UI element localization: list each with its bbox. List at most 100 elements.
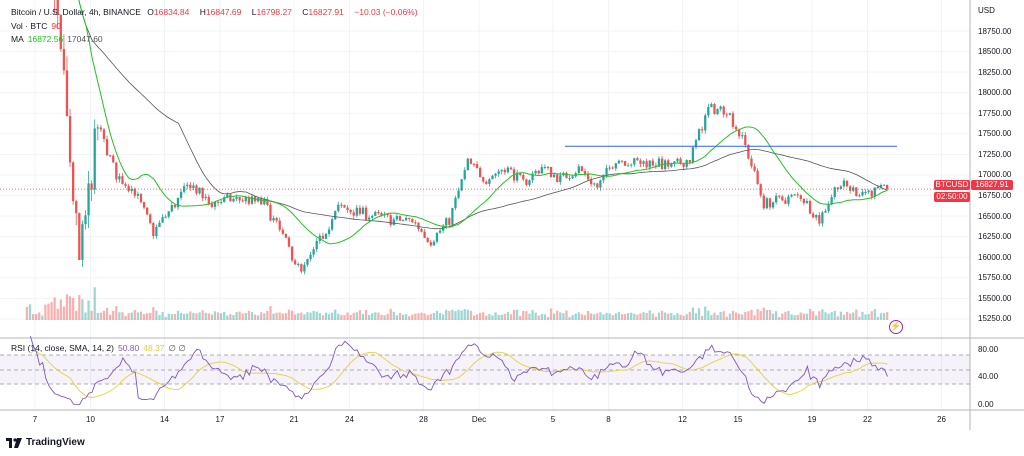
candle-body — [331, 219, 334, 230]
candle-body — [873, 187, 876, 197]
candle-body — [858, 195, 861, 197]
volume-bar — [756, 309, 759, 320]
volume-bar — [442, 314, 445, 320]
volume-bar — [303, 314, 306, 320]
volume-bar — [247, 310, 251, 320]
ma-slow-value: 17047.60 — [67, 34, 103, 44]
volume-bar — [586, 311, 590, 320]
candle-body — [682, 163, 685, 167]
volume-bar — [62, 306, 66, 320]
volume-bar — [728, 313, 732, 320]
candle-body — [830, 197, 833, 205]
candle-body — [133, 188, 136, 196]
lightning-icon[interactable]: ⚡ — [889, 320, 903, 334]
candle-body — [155, 226, 158, 237]
volume-bar — [68, 296, 72, 320]
volume-bar — [802, 313, 806, 320]
candle-body — [747, 145, 750, 159]
volume-bar — [173, 313, 177, 320]
tradingview-logo[interactable]: TradingView — [6, 437, 85, 448]
candle-body — [429, 242, 432, 246]
candle-body — [827, 204, 830, 212]
volume-bar — [65, 294, 69, 320]
candle-body — [124, 184, 127, 186]
candle-body — [602, 174, 605, 181]
candle-body — [337, 204, 340, 212]
candle-body — [232, 198, 235, 202]
volume-bar — [213, 311, 217, 320]
volume-bar — [432, 312, 436, 320]
volume-bar — [90, 310, 93, 320]
volume-bar — [571, 315, 574, 320]
volume-bar — [534, 312, 537, 320]
volume-bar — [401, 314, 405, 320]
candle-body — [605, 168, 608, 175]
volume-bar — [762, 307, 765, 320]
candle-body — [238, 197, 241, 201]
candle-body — [586, 174, 590, 180]
candle-body — [438, 230, 442, 233]
volume-bar — [775, 311, 778, 320]
candle-body — [781, 196, 784, 201]
volume-bar — [130, 312, 133, 320]
rsi-sma-value: 48.37 — [143, 343, 165, 353]
candle-body — [855, 187, 858, 197]
candle-body — [623, 161, 627, 166]
candle-body — [565, 172, 568, 179]
volume-bar — [722, 311, 725, 320]
candle-body — [636, 158, 639, 161]
candle-body — [275, 218, 278, 221]
candle-body — [112, 155, 115, 163]
candle-body — [408, 217, 411, 219]
time-tick: 5 — [550, 415, 556, 424]
volume-bar — [377, 312, 380, 320]
time-tick: 14 — [160, 415, 169, 424]
candle-body — [716, 109, 719, 115]
candle-body — [309, 254, 312, 260]
time-tick: 10 — [86, 415, 95, 424]
candle-body — [62, 49, 66, 71]
candle-body — [882, 184, 886, 186]
candle-body — [728, 113, 732, 115]
volume-bar — [676, 313, 679, 320]
candle-body — [213, 201, 217, 207]
volume-bar — [707, 310, 710, 320]
time-tick: 17 — [215, 415, 225, 424]
candle-body — [744, 135, 747, 146]
candle-body — [297, 263, 300, 265]
candle-body — [546, 166, 550, 168]
candle-body — [719, 106, 722, 110]
candle-body — [725, 114, 728, 116]
candle-body — [654, 165, 658, 167]
volume-bar — [306, 312, 309, 320]
volume-bar — [408, 316, 411, 320]
volume-bar — [614, 313, 617, 320]
candle-body — [149, 214, 152, 224]
ma-fast-value: 16872.56 — [27, 34, 64, 44]
volume-bar — [648, 310, 651, 320]
volume-bar — [852, 312, 855, 320]
price-tick: 17500.00 — [978, 129, 1012, 139]
candle-body — [525, 179, 528, 185]
candle-body — [645, 161, 648, 168]
candle-body — [358, 207, 362, 214]
volume-bar — [115, 306, 118, 320]
volume-bar — [642, 312, 645, 320]
volume-bar — [531, 309, 534, 320]
time-tick: 22 — [863, 415, 872, 424]
volume-bar — [216, 312, 220, 320]
volume-bar — [176, 310, 180, 320]
volume-bar — [192, 312, 195, 320]
volume-bar — [167, 313, 170, 320]
candle-body — [886, 184, 889, 190]
volume-bar — [546, 316, 550, 320]
volume-bar — [139, 311, 143, 320]
volume-bar — [512, 309, 516, 320]
candle-body — [235, 197, 238, 199]
candle-body — [537, 170, 540, 174]
volume-bar — [72, 297, 75, 320]
candle-body — [266, 199, 269, 205]
volume-bar — [38, 312, 41, 320]
open-label: O — [147, 7, 154, 17]
